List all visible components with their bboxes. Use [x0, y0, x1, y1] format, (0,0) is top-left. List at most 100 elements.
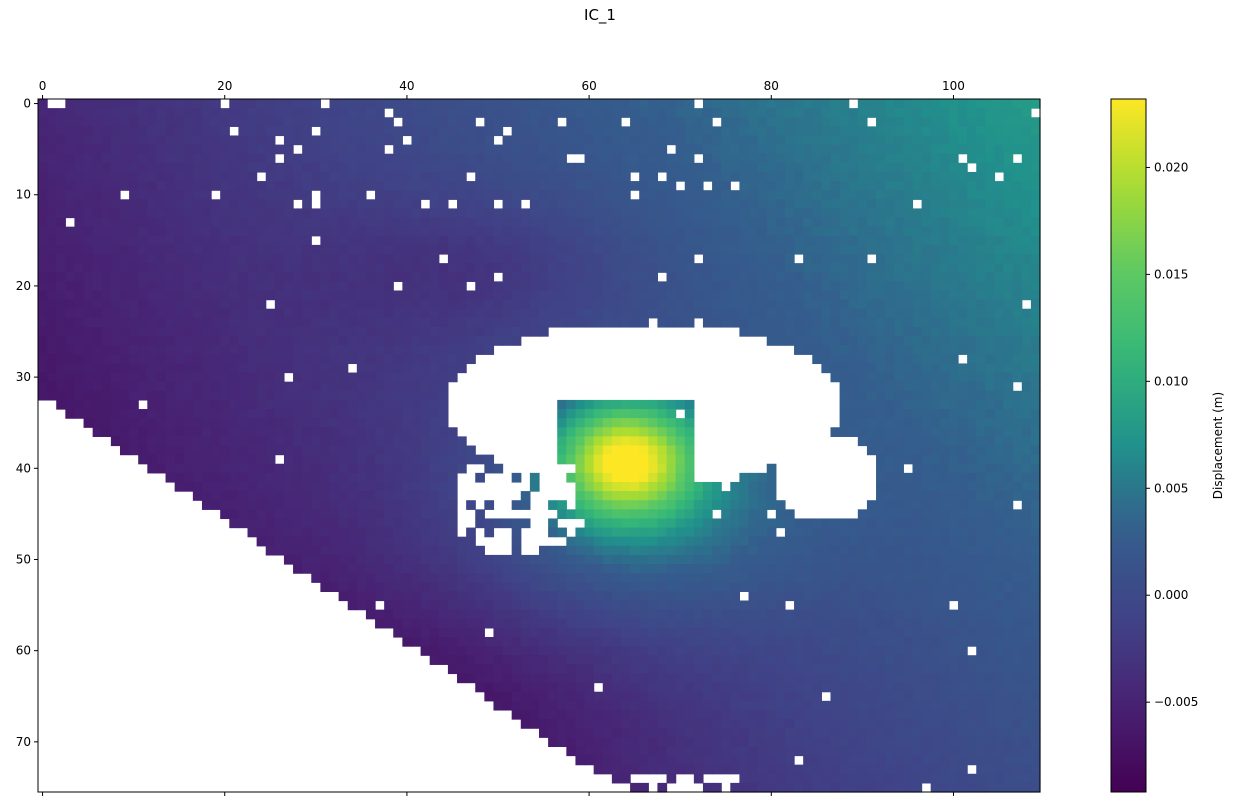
- heatmap-cell: [557, 244, 567, 255]
- heatmap-cell: [930, 363, 941, 374]
- heatmap-cell: [766, 491, 777, 501]
- heatmap-cell: [83, 281, 94, 292]
- heatmap-cell: [584, 454, 595, 465]
- heatmap-cell: [739, 199, 750, 210]
- heatmap-cell: [302, 153, 312, 164]
- heatmap-cell: [347, 500, 358, 510]
- heatmap-cell: [775, 272, 786, 282]
- heatmap-cell: [384, 445, 394, 456]
- heatmap-cell: [56, 226, 66, 237]
- heatmap-cell: [429, 436, 440, 447]
- heatmap-cell: [329, 527, 340, 538]
- heatmap-cell: [83, 226, 94, 237]
- heatmap-cell: [119, 418, 130, 428]
- heatmap-cell: [548, 181, 558, 191]
- heatmap-cell: [365, 390, 376, 401]
- heatmap-cell: [56, 281, 66, 292]
- heatmap-cell: [211, 409, 221, 419]
- heatmap-cell: [220, 235, 230, 246]
- heatmap-cell: [265, 162, 276, 173]
- heatmap-cell: [384, 208, 394, 219]
- heatmap-cell: [712, 527, 722, 538]
- heatmap-cell: [976, 454, 986, 465]
- heatmap-cell: [283, 263, 294, 273]
- heatmap-cell: [639, 545, 649, 556]
- heatmap-cell: [83, 135, 94, 146]
- heatmap-cell: [302, 445, 312, 456]
- heatmap-cell: [684, 281, 695, 292]
- heatmap-cell: [447, 336, 458, 346]
- heatmap-cell: [165, 281, 176, 292]
- heatmap-cell: [438, 162, 449, 173]
- heatmap-cell: [994, 144, 1005, 155]
- heatmap-cell: [484, 326, 495, 337]
- heatmap-cell: [320, 500, 331, 510]
- heatmap-cell: [539, 326, 549, 337]
- heatmap-cell: [347, 545, 358, 556]
- heatmap-cell: [74, 281, 85, 292]
- heatmap-cell: [56, 208, 66, 219]
- heatmap-cell: [411, 290, 422, 301]
- heatmap-cell: [220, 390, 230, 401]
- heatmap-cell: [903, 135, 914, 146]
- heatmap-cell: [566, 317, 577, 328]
- heatmap-cell: [329, 409, 340, 419]
- heatmap-cell: [620, 481, 631, 492]
- heatmap-cell: [921, 345, 932, 355]
- heatmap-cell: [803, 217, 813, 228]
- heatmap-cell: [447, 99, 458, 109]
- heatmap-cell: [138, 454, 148, 465]
- heatmap-cell: [812, 582, 822, 592]
- heatmap-cell: [347, 281, 358, 292]
- heatmap-cell: [484, 591, 495, 602]
- heatmap-cell: [329, 363, 340, 374]
- heatmap-cell: [857, 326, 868, 337]
- heatmap-cell: [803, 564, 813, 574]
- heatmap-cell: [566, 591, 577, 602]
- heatmap-cell: [1030, 281, 1041, 292]
- heatmap-cell: [356, 536, 367, 547]
- heatmap-cell: [830, 117, 841, 127]
- heatmap-cell: [138, 409, 148, 419]
- heatmap-cell: [821, 308, 832, 319]
- heatmap-cell: [1021, 445, 1032, 456]
- heatmap-cell: [684, 582, 695, 592]
- heatmap-cell: [948, 591, 959, 602]
- heatmap-cell: [83, 409, 94, 419]
- heatmap-cell: [1030, 445, 1041, 456]
- heatmap-cell: [939, 235, 950, 246]
- heatmap-cell: [611, 226, 622, 237]
- heatmap-cell: [611, 281, 622, 292]
- heatmap-cell: [712, 108, 722, 118]
- heatmap-cell: [803, 235, 813, 246]
- heatmap-cell: [484, 181, 495, 191]
- heatmap-cell: [138, 281, 148, 292]
- heatmap-cell: [375, 500, 385, 510]
- heatmap-cell: [803, 263, 813, 273]
- heatmap-cell: [429, 99, 440, 109]
- heatmap-cell: [256, 418, 267, 428]
- heatmap-cell: [265, 399, 276, 410]
- heatmap-cell: [47, 199, 57, 210]
- heatmap-cell: [894, 582, 904, 592]
- heatmap-cell: [92, 390, 103, 401]
- heatmap-cell: [502, 299, 513, 310]
- heatmap-cell: [375, 554, 385, 565]
- heatmap-cell: [885, 199, 895, 210]
- heatmap-cell: [1030, 126, 1041, 137]
- heatmap-cell: [192, 399, 203, 410]
- heatmap-cell: [174, 162, 185, 173]
- heatmap-cell: [238, 363, 249, 374]
- heatmap-cell: [119, 263, 130, 273]
- heatmap-cell: [138, 208, 148, 219]
- heatmap-cell: [630, 427, 640, 437]
- heatmap-cell: [183, 399, 194, 410]
- heatmap-cell: [885, 299, 895, 310]
- heatmap-cell: [83, 162, 94, 173]
- heatmap-cell: [475, 190, 485, 200]
- heatmap-cell: [866, 591, 877, 602]
- heatmap-cell: [220, 153, 230, 164]
- heatmap-cell: [1030, 171, 1041, 182]
- heatmap-cell: [967, 536, 977, 547]
- heatmap-cell: [620, 263, 631, 273]
